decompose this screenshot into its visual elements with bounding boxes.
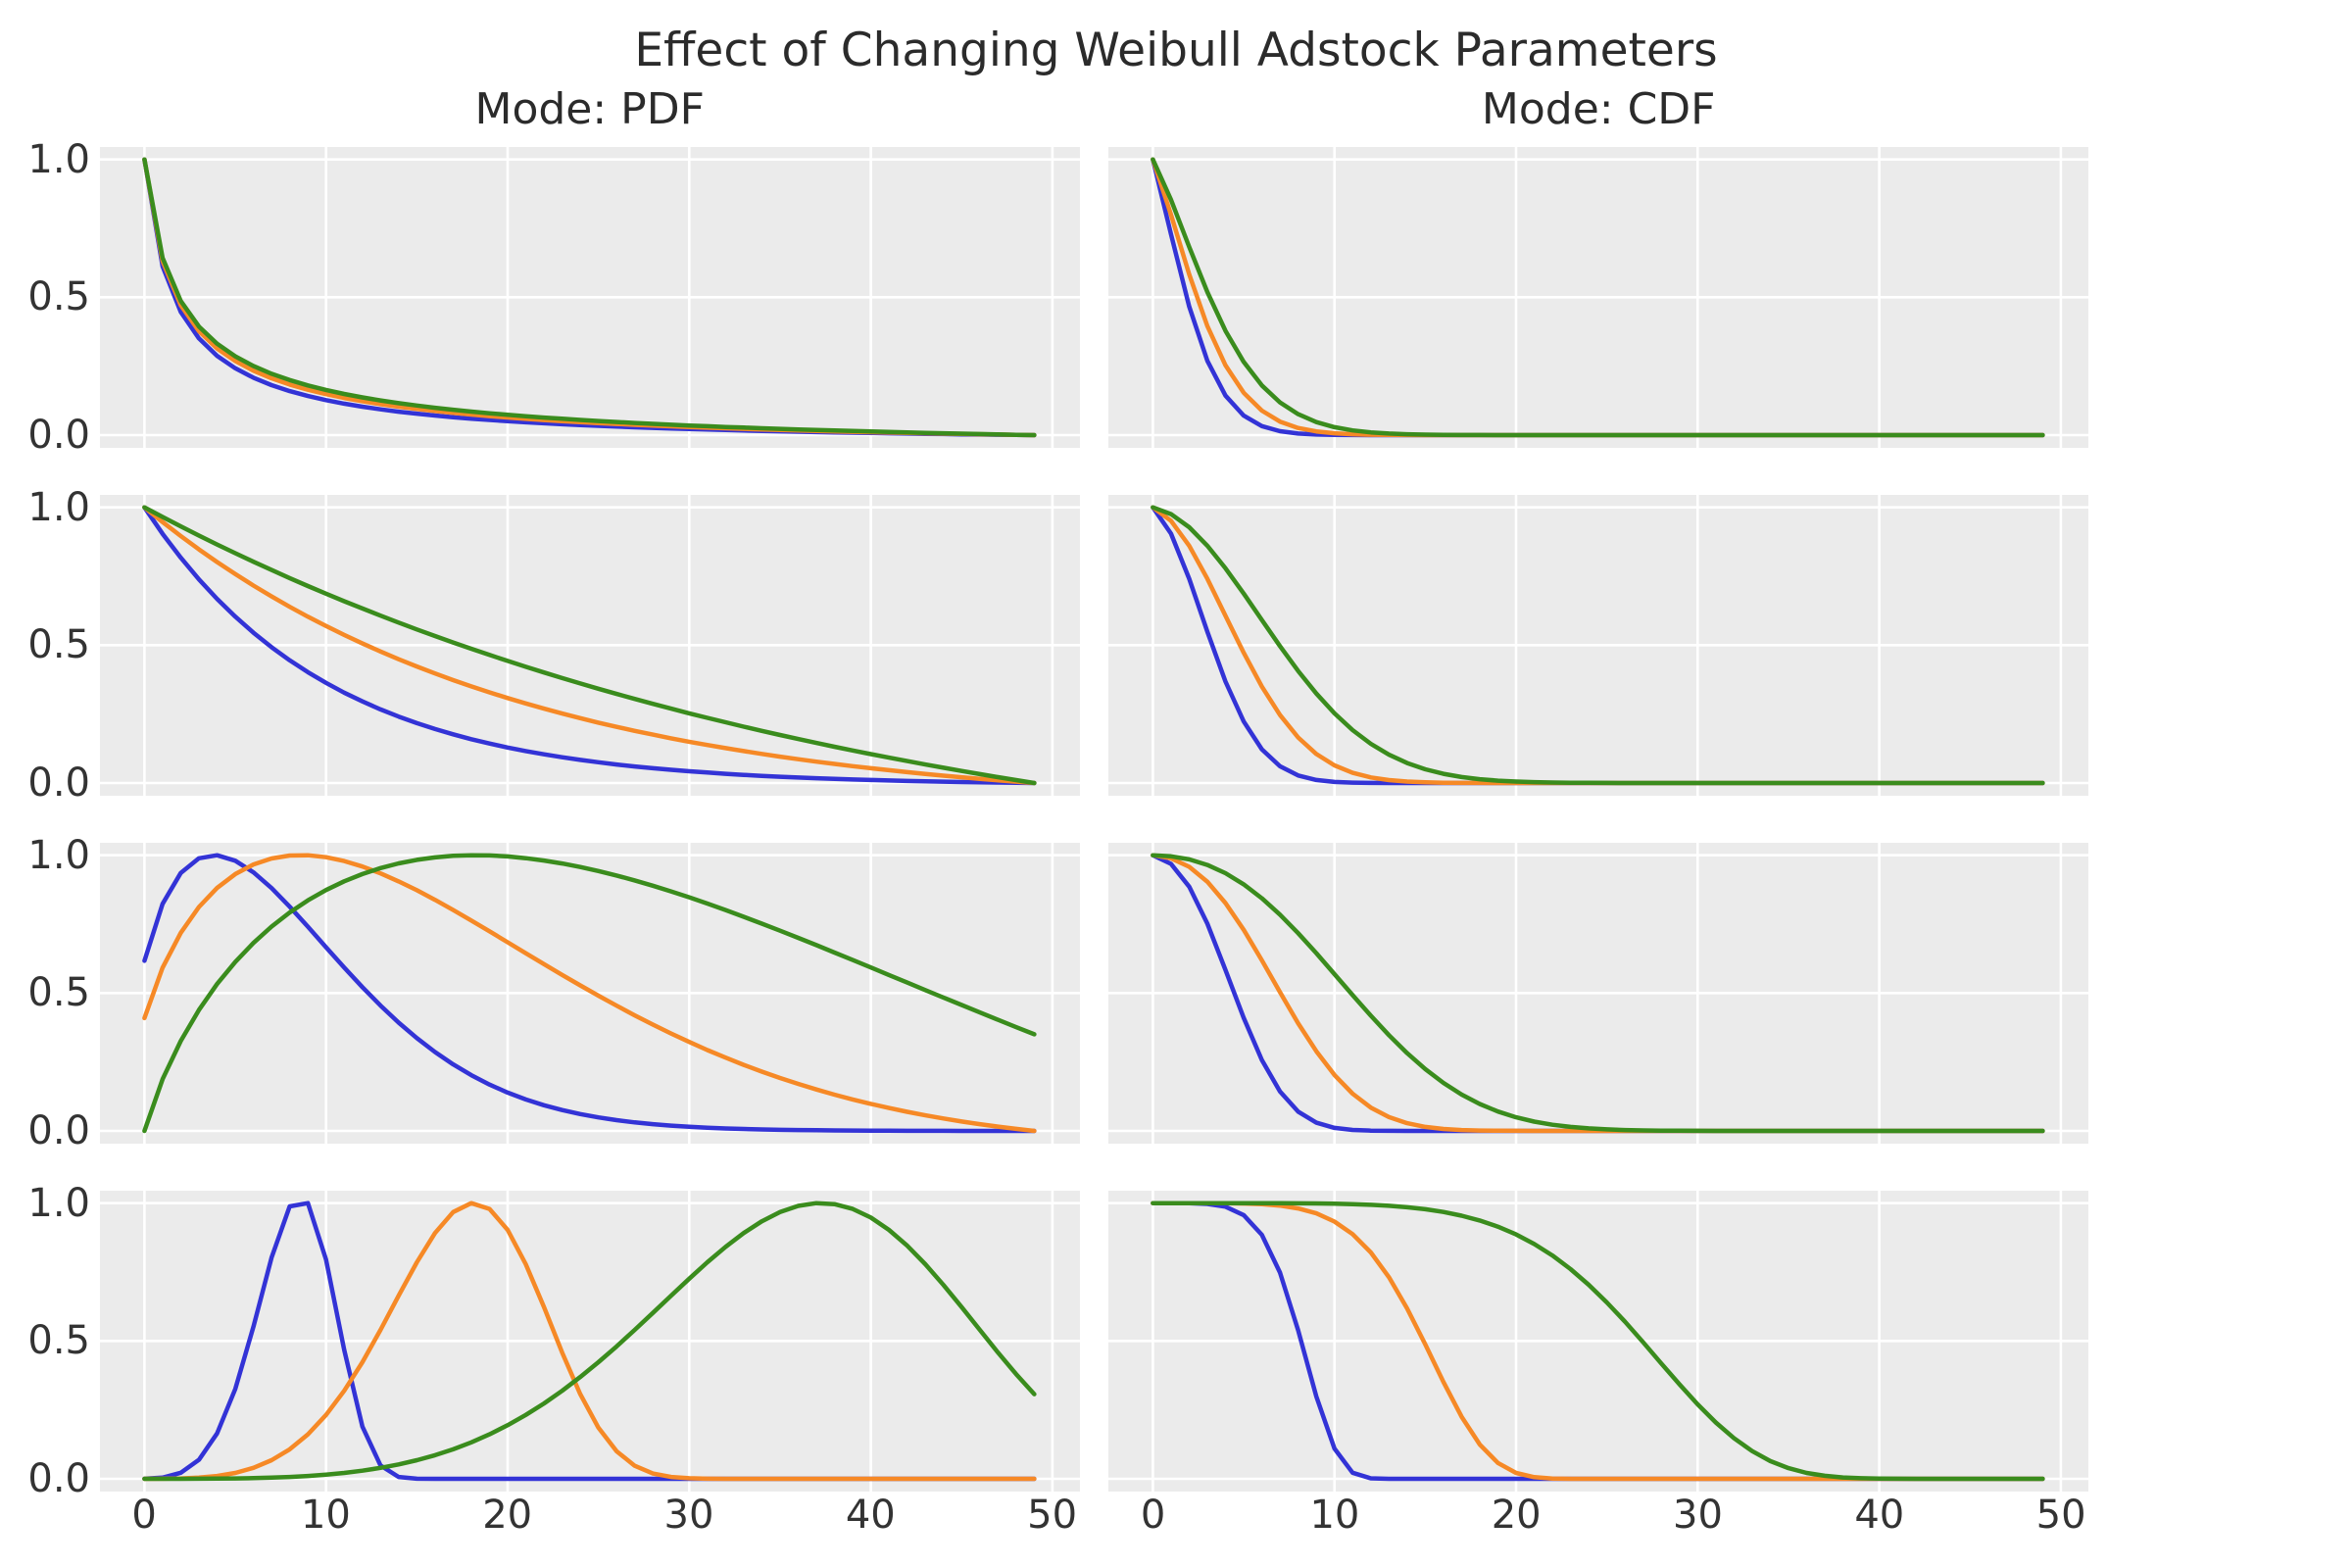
series-line-scale=20-pdf <box>141 1200 1037 1482</box>
x-tick-label: 50 <box>2035 1493 2086 1538</box>
x-tick-label: 30 <box>663 1493 714 1538</box>
series-line-scale=20-pdf <box>141 853 1037 1134</box>
subplot-cdf-shape-5 <box>1108 1191 2089 1492</box>
y-tick-label: 1.0 <box>27 484 90 530</box>
y-tick-label: 1.0 <box>27 832 90 878</box>
series-line-scale=40-cdf <box>1151 157 2045 438</box>
y-tick-label: 1.0 <box>27 1180 90 1226</box>
series-line-scale=20-pdf <box>141 505 1037 786</box>
x-tick-label: 20 <box>482 1493 533 1538</box>
x-tick-label: 50 <box>1027 1493 1078 1538</box>
x-tick-label: 0 <box>131 1493 157 1538</box>
series-line-scale=40-pdf <box>141 853 1037 1134</box>
subplot-pdf-shape-0.5 <box>99 147 1080 448</box>
y-tick-label: 0.5 <box>27 274 90 320</box>
y-tick-label: 0.5 <box>27 970 90 1016</box>
series-line-scale=40-cdf <box>1151 853 2045 1134</box>
y-tick-label: 0.0 <box>27 1108 90 1153</box>
series-line-scale=40-cdf <box>1151 505 2045 786</box>
series-line-scale=40-pdf <box>141 1200 1037 1482</box>
x-tick-label: 20 <box>1491 1493 1542 1538</box>
y-tick-label: 0.5 <box>27 1318 90 1364</box>
y-tick-label: 0.0 <box>27 1456 90 1501</box>
y-tick-label: 0.0 <box>27 413 90 458</box>
y-tick-label: 1.0 <box>27 136 90 182</box>
subplot-cdf-shape-1.5 <box>1108 843 2089 1144</box>
subplot-pdf-shape-1 <box>99 495 1080 796</box>
column-title-cdf: Mode: CDF <box>1481 84 1716 134</box>
x-tick-label: 40 <box>1854 1493 1905 1538</box>
figure-title: Effect of Changing Weibull Adstock Param… <box>634 24 1718 77</box>
series-line-scale=40-pdf <box>141 505 1037 786</box>
y-tick-label: 0.5 <box>27 622 90 668</box>
column-title-pdf: Mode: PDF <box>474 84 705 134</box>
x-tick-label: 10 <box>1309 1493 1360 1538</box>
x-tick-label: 30 <box>1673 1493 1723 1538</box>
series-line-scale=40-pdf <box>141 157 1037 438</box>
subplot-cdf-shape-0.5 <box>1108 147 2089 448</box>
x-tick-label: 40 <box>845 1493 896 1538</box>
series-line-scale=40-cdf <box>1151 1200 2045 1482</box>
x-tick-label: 10 <box>300 1493 351 1538</box>
y-tick-label: 0.0 <box>27 760 90 806</box>
subplot-pdf-shape-5 <box>99 1191 1080 1492</box>
x-tick-label: 0 <box>1140 1493 1166 1538</box>
subplot-pdf-shape-1.5 <box>99 843 1080 1144</box>
subplot-cdf-shape-1 <box>1108 495 2089 796</box>
series-line-scale=10-pdf <box>141 505 1037 786</box>
